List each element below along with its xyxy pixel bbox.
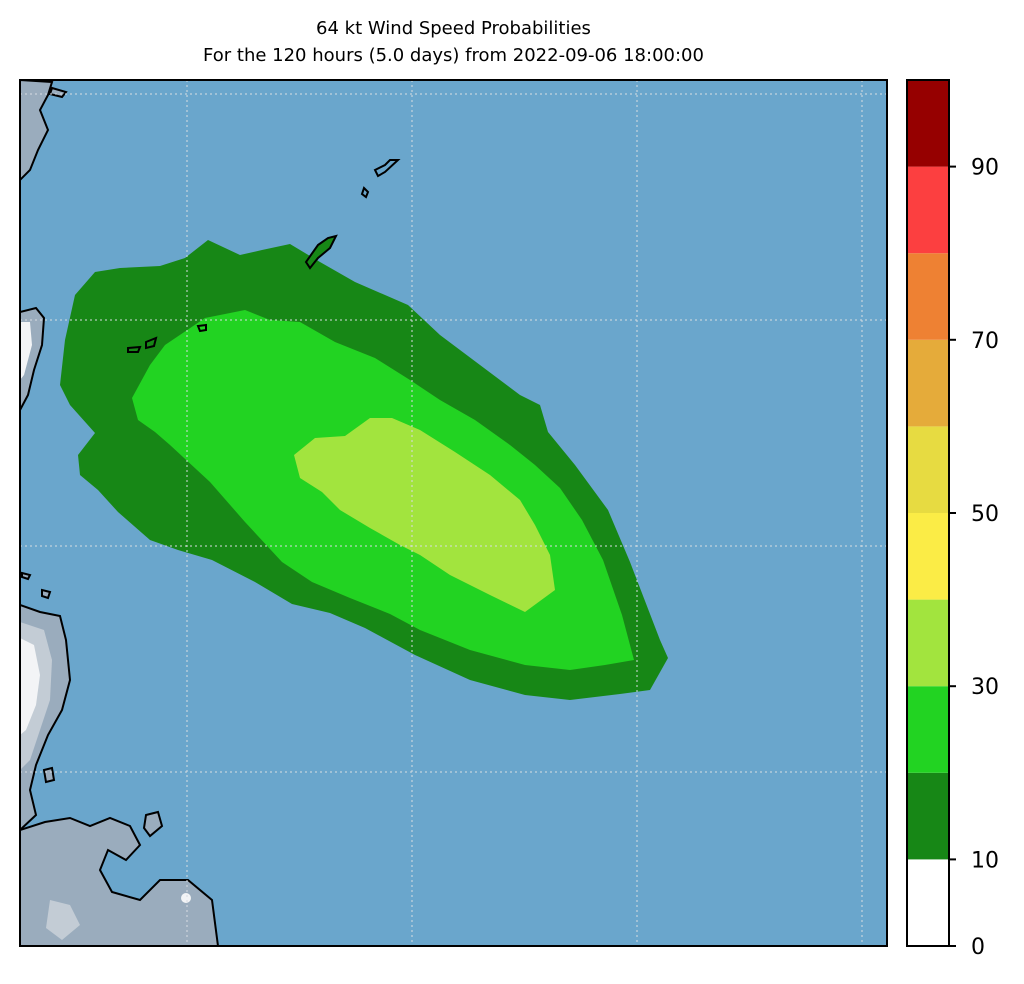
land-archipelago-high xyxy=(46,900,80,940)
land-left-middle-peak xyxy=(20,322,32,380)
northern-islands xyxy=(127,159,401,353)
islet-c xyxy=(196,323,207,333)
colorbar-segment xyxy=(907,772,949,860)
islet-1 xyxy=(21,571,32,581)
colorbar-segment xyxy=(907,686,949,773)
colorbar-tick-label: 10 xyxy=(971,848,999,873)
island-chain-south xyxy=(304,234,338,270)
land-top-left xyxy=(20,80,54,182)
colorbar-segment xyxy=(907,859,949,946)
map-frame xyxy=(19,79,888,947)
land-luzon-peak xyxy=(20,638,40,735)
probability-contours xyxy=(60,240,668,700)
colorbar-segment xyxy=(907,426,949,513)
colorbar-segment xyxy=(907,599,949,687)
colorbar-segment xyxy=(907,513,949,600)
colorbar-segment xyxy=(907,166,949,254)
island-top-left xyxy=(48,86,68,99)
islet-a xyxy=(127,345,142,353)
gridlines xyxy=(20,80,887,946)
colorbar-ticks: 0 10 30 50 70 90 xyxy=(949,156,999,960)
colorbar-tick-label: 50 xyxy=(971,502,999,527)
land-peak-dot xyxy=(181,893,191,903)
colorbar xyxy=(907,80,949,946)
islet-2 xyxy=(41,588,52,600)
colorbar-tick-label: 30 xyxy=(971,675,999,700)
islet-3 xyxy=(42,766,56,784)
island-chain-north xyxy=(373,159,401,178)
contour-20-30 xyxy=(294,418,555,612)
chart-title: 64 kt Wind Speed Probabilities xyxy=(316,18,591,39)
chart-subtitle: For the 120 hours (5.0 days) from 2022-0… xyxy=(203,45,704,66)
island-chain-mid xyxy=(360,186,370,199)
islet-b xyxy=(145,336,158,350)
island-samar xyxy=(142,810,164,838)
land-layer xyxy=(20,80,220,946)
colorbar-tick-label: 90 xyxy=(971,156,999,181)
colorbar-segment xyxy=(907,253,949,340)
colorbar-tick-label: 70 xyxy=(971,329,999,354)
colorbar-segment xyxy=(907,339,949,427)
colorbar-segment xyxy=(907,80,949,167)
colorbar-tick-label: 0 xyxy=(971,935,985,960)
